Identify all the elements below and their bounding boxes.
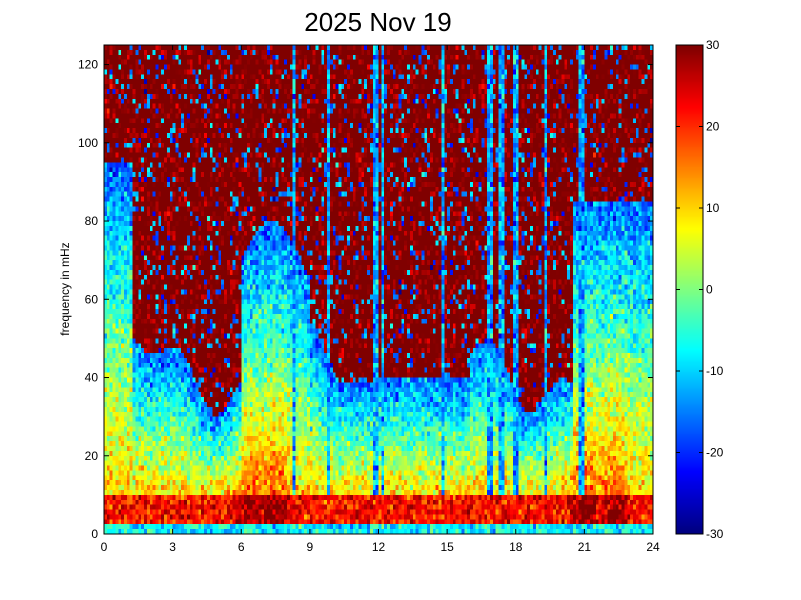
x-tick-label: 3 [169, 540, 176, 554]
x-tick-label: 0 [101, 540, 108, 554]
colorbar-gradient [676, 45, 703, 534]
y-tick-label: 0 [91, 527, 98, 541]
colorbar-ticks: 30 20 10 0 -10 -20 -30 [676, 38, 724, 541]
x-tick-label: 9 [307, 540, 314, 554]
x-tick-label: 21 [578, 540, 592, 554]
colorbar-tick-label: 0 [706, 283, 713, 297]
colorbar-tick-label: 30 [706, 38, 720, 52]
colorbar-tick-label: 20 [706, 120, 720, 134]
spectrogram-heatmap [104, 45, 653, 534]
y-tick-label: 40 [85, 371, 99, 385]
spectrogram-plot-area [103, 44, 654, 535]
y-tick-label: 80 [85, 214, 99, 228]
x-axis: 0 3 6 9 12 15 18 21 24 [101, 45, 660, 554]
x-tick-label: 18 [509, 540, 523, 554]
y-tick-label: 60 [85, 292, 99, 306]
y-tick-label: 100 [78, 136, 98, 150]
x-tick-label: 12 [372, 540, 386, 554]
x-tick-label: 6 [238, 540, 245, 554]
colorbar-tick-label: -30 [706, 527, 724, 541]
y-tick-label: 20 [85, 449, 99, 463]
colorbar: 30 20 10 0 -10 -20 -30 [675, 38, 724, 541]
x-tick-label: 24 [646, 540, 660, 554]
y-tick-label: 120 [78, 58, 98, 72]
y-axis: 0 20 40 60 80 100 120 [78, 58, 653, 541]
chart-title: 2025 Nov 19 [304, 7, 451, 37]
x-tick-label: 15 [440, 540, 454, 554]
colorbar-tick-label: -20 [706, 446, 724, 460]
colorbar-tick-label: -10 [706, 364, 724, 378]
colorbar-tick-label: 10 [706, 201, 720, 215]
y-axis-label: frequency in mHz [58, 242, 72, 335]
